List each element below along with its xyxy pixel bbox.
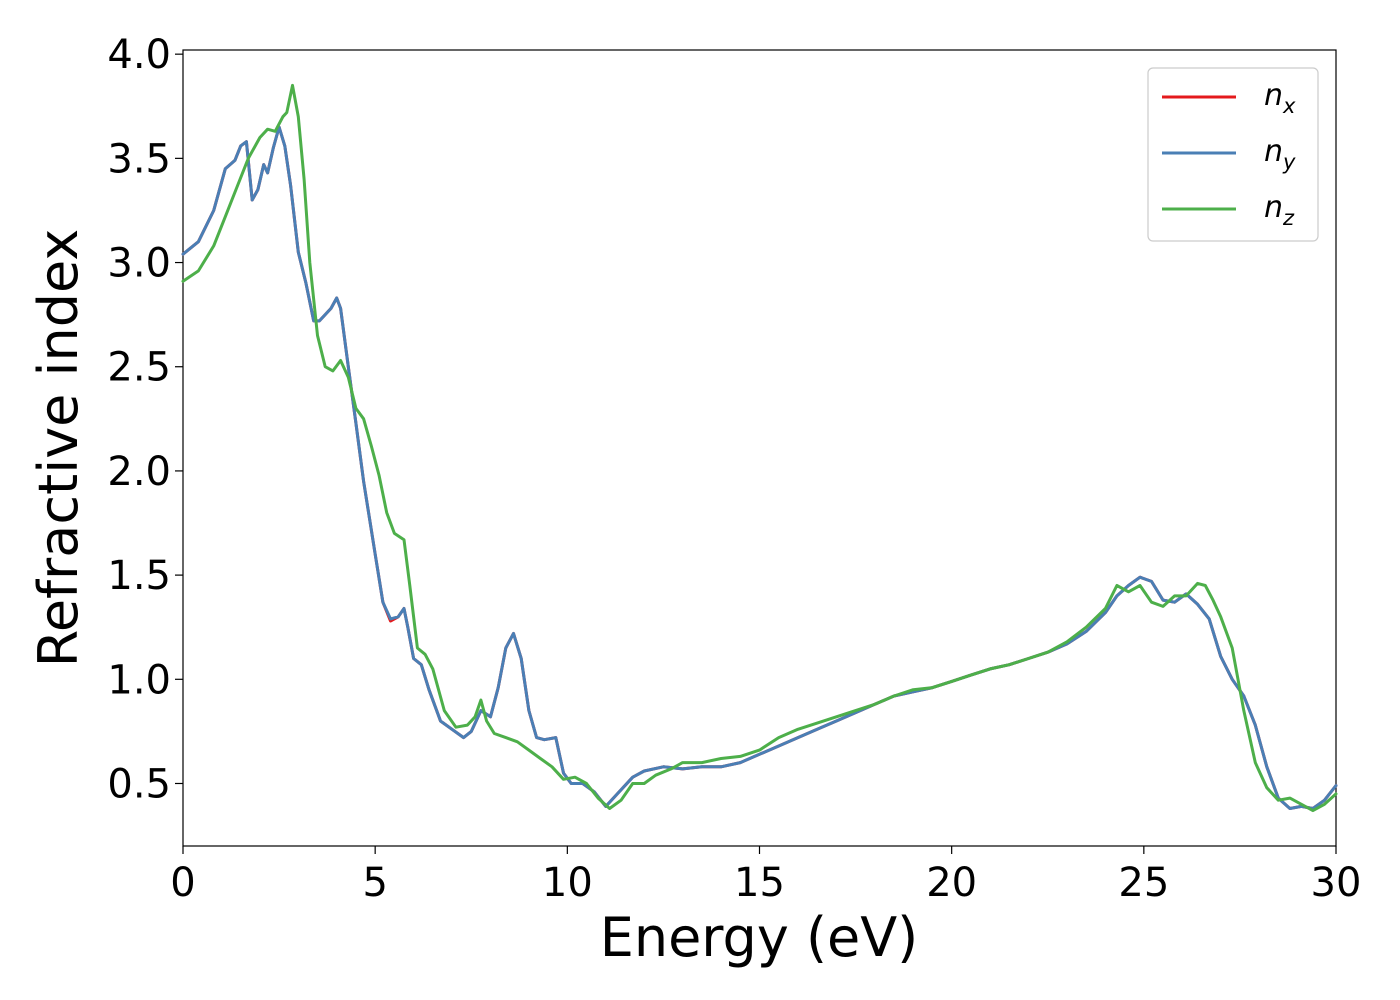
series-layer <box>181 83 1338 813</box>
series-line-y <box>181 125 1338 810</box>
x-axis-ticks: 0 5 10 15 20 25 30 <box>170 846 1361 906</box>
x-tick-label: 30 <box>1311 860 1362 906</box>
legend-label-x: nx <box>1264 78 1296 118</box>
y-tick-label: 2.0 <box>107 449 171 495</box>
x-tick-label: 25 <box>1118 860 1169 906</box>
y-tick-label: 2.5 <box>107 345 171 391</box>
plot-frame <box>182 49 1337 847</box>
y-tick-label: 4.0 <box>107 32 171 78</box>
x-axis-title: Energy (eV) <box>600 906 919 969</box>
y-tick-label: 1.0 <box>107 657 171 703</box>
legend-label-z: nz <box>1264 190 1295 230</box>
series-line-z <box>181 83 1338 813</box>
x-tick-label: 5 <box>362 860 387 906</box>
y-tick-label: 3.0 <box>107 241 171 287</box>
x-tick-label: 20 <box>926 860 977 906</box>
y-tick-label: 1.5 <box>107 553 171 599</box>
legend: nx ny nz <box>1147 67 1319 242</box>
x-tick-label: 10 <box>542 860 593 906</box>
legend-label-y: ny <box>1264 134 1296 174</box>
y-tick-label: 0.5 <box>107 761 171 807</box>
y-axis-ticks: 0.5 1.0 1.5 2.0 2.5 3.0 3.5 4.0 <box>107 32 183 807</box>
x-tick-label: 0 <box>170 860 195 906</box>
y-axis-title: Refractive index <box>27 229 90 668</box>
x-tick-label: 15 <box>734 860 785 906</box>
y-tick-label: 3.5 <box>107 136 171 182</box>
